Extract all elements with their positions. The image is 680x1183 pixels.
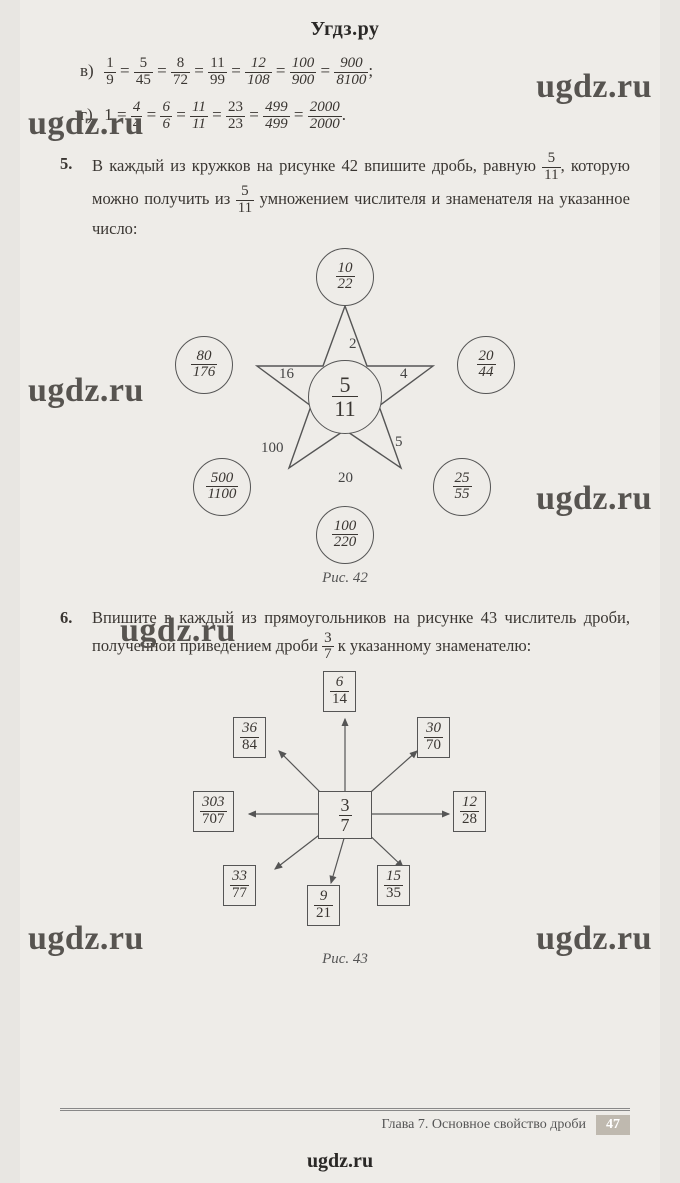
star-node: 5001100 — [193, 458, 251, 516]
star-node: 1022 — [316, 248, 374, 306]
radial-rect: 1228 — [453, 791, 486, 832]
star-edge-label: 4 — [400, 366, 408, 383]
task-6-text: Впишите в каждый из прямоугольников на р… — [92, 605, 630, 663]
radial-center: 37 — [318, 791, 372, 839]
task5-frac2: 511 — [236, 184, 254, 217]
star-node: 100220 — [316, 506, 374, 564]
eq-g-lead: 1 — [104, 105, 113, 124]
radial-rect: 1535 — [377, 865, 410, 906]
eq-label-v: в) — [80, 49, 100, 93]
task-5-text: В каждый из кружков на рисунке 42 впишит… — [92, 151, 630, 242]
star-node: 80176 — [175, 336, 233, 394]
star-edge-label: 2 — [349, 336, 357, 353]
star-edge-label: 20 — [338, 470, 353, 487]
radial-rect: 614 — [323, 671, 356, 712]
star-node: 2555 — [433, 458, 491, 516]
task-5-number: 5. — [60, 151, 82, 242]
star-edge-label: 5 — [395, 434, 403, 451]
star-diagram: 511 1022 2 2044 4 2555 5 100220 20 5001100 100 801… — [65, 248, 625, 568]
fig-42-caption: Рис. 42 — [60, 570, 630, 587]
equation-g: г) 1 = 44 = 66 = 1111 = 2323 = 499499 = … — [60, 93, 630, 137]
star-edge-label: 16 — [279, 366, 294, 383]
eq-label-g: г) — [80, 93, 100, 137]
task-6-number: 6. — [60, 605, 82, 663]
radial-rect: 3070 — [417, 717, 450, 758]
page-footer: Глава 7. Основное свойство дроби 47 — [60, 1108, 630, 1135]
task-6: 6. Впишите в каждый из прямоугольников н… — [60, 605, 630, 663]
fig-43-caption: Рис. 43 — [60, 951, 630, 968]
radial-rect: 3684 — [233, 717, 266, 758]
brand-bottom: ugdz.ru — [20, 1150, 660, 1173]
radial-diagram: 37 614 30701228 1535 921 3377 303707 3684 — [65, 669, 625, 949]
star-edge-label: 100 — [261, 440, 284, 457]
radial-rect: 921 — [307, 885, 340, 926]
radial-rect: 3377 — [223, 865, 256, 906]
radial-rect: 303707 — [193, 791, 234, 832]
task-5: 5. В каждый из кружков на рисунке 42 впи… — [60, 151, 630, 242]
page: Угдз.ру в) 19 = 545 = 872 = 1199 = 12108… — [20, 0, 660, 1183]
task6-frac: 37 — [322, 631, 334, 664]
star-node: 2044 — [457, 336, 515, 394]
task5-frac1: 511 — [542, 151, 560, 184]
brand-top: Угдз.ру — [60, 18, 630, 41]
page-number: 47 — [596, 1115, 630, 1135]
star-center: 511 — [308, 360, 382, 434]
chapter-title: Глава 7. Основное свойство дроби — [382, 1117, 587, 1133]
equation-v: в) 19 = 545 = 872 = 1199 = 12108 = 10090… — [60, 49, 630, 93]
